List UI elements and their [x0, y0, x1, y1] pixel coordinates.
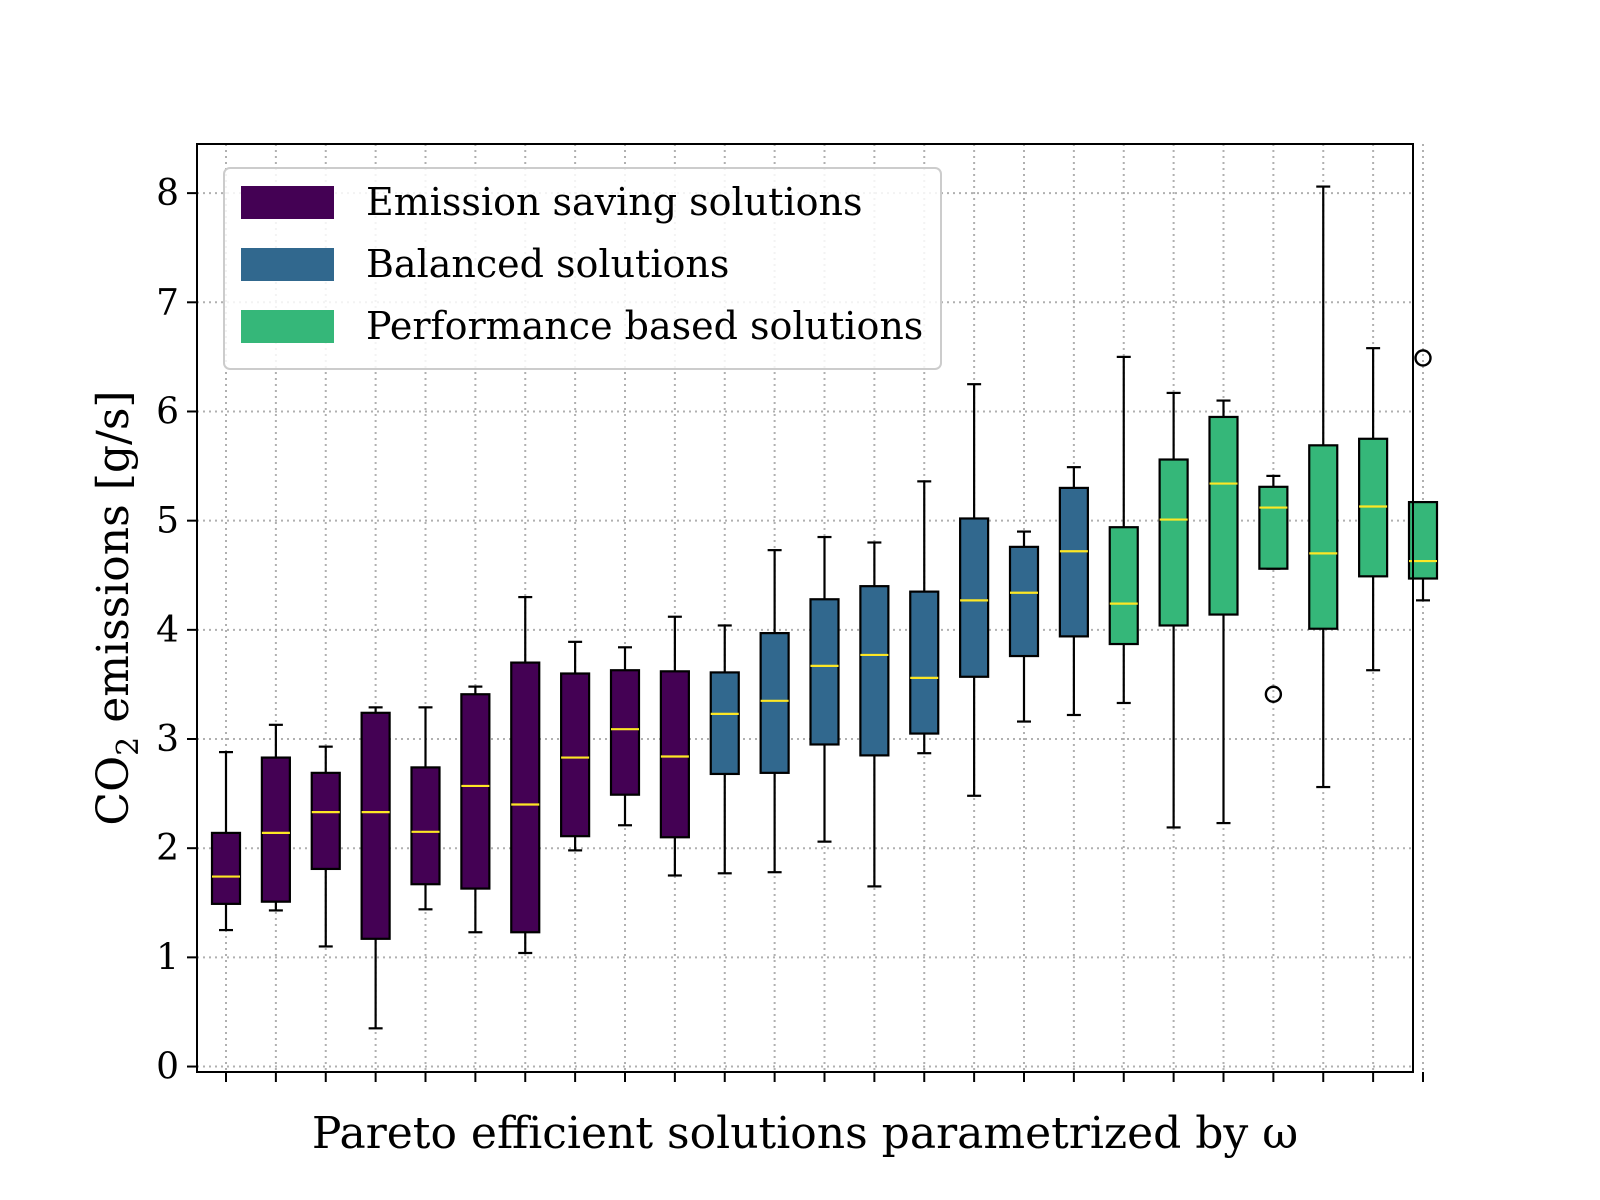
box-plot-item: [1158, 391, 1189, 829]
box-body: [360, 711, 391, 940]
box-plot-item: [909, 480, 940, 755]
y-axis-title: CO2 emissions [g/s]: [88, 390, 146, 825]
y-tick-label: 8: [156, 173, 179, 214]
box-series: [210, 185, 1439, 1030]
box-body: [310, 771, 341, 871]
y-axis-ticks: 0 1 2 3 4 5 6 7 8: [156, 173, 197, 1088]
x-axis-ticks: [225, 1072, 1424, 1082]
box-plot-item: [460, 685, 491, 934]
legend-label: Performance based solutions: [366, 304, 923, 348]
plot-frame: [196, 143, 1414, 1073]
y-tick-label: 1: [156, 937, 179, 978]
legend-label: Balanced solutions: [366, 242, 729, 286]
box-body: [659, 670, 690, 839]
box-plot-item: [1358, 347, 1389, 672]
legend-swatch: [241, 310, 334, 343]
box-plot-item: [360, 706, 391, 1030]
box-plot-item: [1008, 530, 1040, 723]
box-plot-item: [1208, 399, 1239, 825]
y-axis-title-rest: emissions [g/s]: [88, 390, 139, 736]
box-body: [1008, 545, 1040, 658]
y-tick-label: 4: [156, 610, 179, 651]
box-plot-item: [1258, 474, 1289, 703]
y-tick-label: 0: [156, 1047, 179, 1088]
box-plot-item: [1308, 185, 1339, 789]
box-plot-item: [1108, 355, 1139, 705]
legend-item: Performance based solutions: [241, 304, 923, 348]
box-body: [560, 672, 591, 838]
outlier-point: [1414, 349, 1432, 367]
box-body: [709, 671, 740, 776]
box-body: [909, 590, 940, 735]
legend-swatch: [241, 186, 334, 219]
box-body: [410, 766, 441, 886]
box-body: [1208, 415, 1239, 616]
box-plot-item: [510, 595, 541, 955]
legend-swatch: [241, 248, 334, 281]
box-body: [809, 598, 840, 746]
box-body: [1158, 458, 1189, 627]
box-plot-item: [260, 723, 291, 912]
y-axis-title-main: CO: [88, 756, 139, 826]
box-body: [759, 632, 790, 774]
box-body: [1258, 485, 1289, 570]
box-body: [1058, 486, 1089, 638]
box-plot-item: [609, 646, 641, 827]
box-body: [210, 831, 242, 905]
box-plot-item: [759, 549, 790, 874]
legend-label: Emission saving solutions: [366, 180, 862, 224]
y-tick-label: 2: [156, 828, 179, 869]
legend-frame: [223, 167, 942, 370]
box-plot-item: [809, 535, 840, 843]
box-body: [959, 517, 990, 678]
box-plot-item: [410, 706, 441, 911]
box-body: [1308, 444, 1339, 630]
box-body: [609, 669, 641, 796]
box-plot-item: [210, 751, 242, 932]
y-tick-label: 5: [156, 501, 179, 542]
box-plot-item: [859, 541, 890, 888]
outlier-point: [1264, 685, 1283, 703]
y-tick-label: 7: [156, 282, 179, 323]
box-body: [460, 693, 491, 890]
legend: Emission saving solutions Balanced soluti…: [223, 167, 942, 370]
box-plot-item: [709, 624, 740, 875]
box-body: [260, 756, 291, 903]
y-tick-label: 6: [156, 391, 179, 432]
legend-item: Emission saving solutions: [241, 180, 862, 224]
box-body: [1108, 526, 1139, 646]
legend-item: Balanced solutions: [241, 242, 729, 286]
y-axis-title-subscript: 2: [111, 737, 146, 756]
box-plot-item: [560, 640, 591, 852]
y-tick-label: 3: [156, 719, 179, 760]
box-plot-item: [1058, 466, 1089, 717]
box-plot-item: [659, 615, 690, 877]
box-body: [859, 585, 890, 757]
box-plot-item: [310, 745, 341, 948]
box-plot-item: [959, 383, 990, 797]
box-body: [510, 661, 541, 934]
x-axis-title: Pareto efficient solutions parametrized …: [312, 1108, 1298, 1159]
